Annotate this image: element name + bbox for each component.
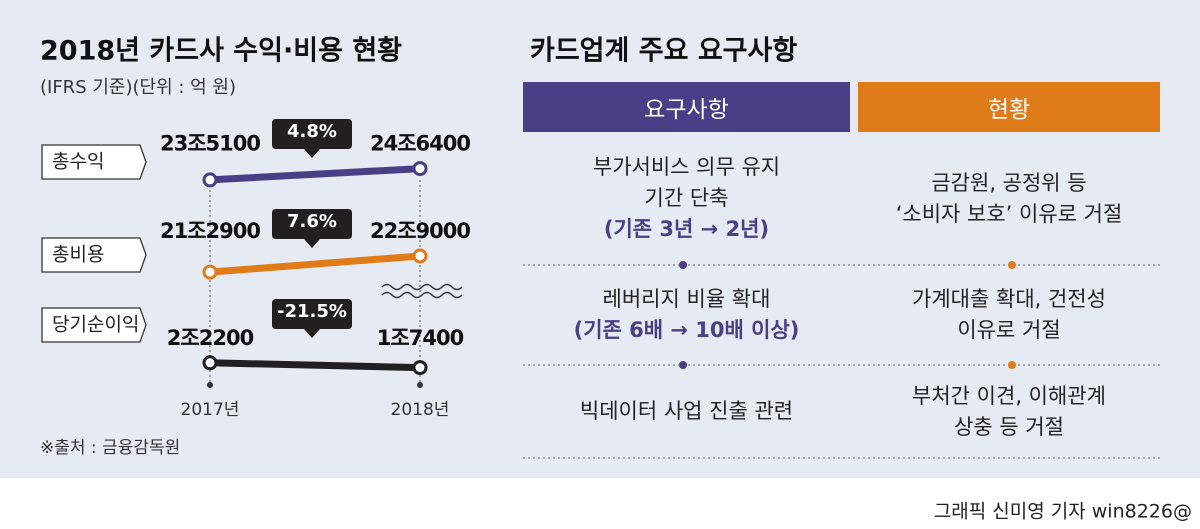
- point: [202, 172, 218, 188]
- value-label: 21조2900: [160, 219, 260, 243]
- cell-line: ‘소비자 보호’ 이유로 거절: [895, 201, 1123, 226]
- value-label: 2조2200: [167, 326, 254, 350]
- divider-dot: [679, 261, 687, 269]
- series-line: [209, 359, 421, 372]
- credit: 그래픽 신미영 기자 win8226@: [934, 501, 1192, 523]
- table-header: 요구사항: [523, 82, 850, 132]
- cell-note: (기존 3년 → 2년): [603, 217, 770, 241]
- source: ※출처 : 금융감독원: [40, 438, 180, 458]
- point: [412, 248, 428, 264]
- value-label: 24조6400: [370, 132, 470, 156]
- cell-line: 기간 단축: [644, 186, 729, 210]
- background: [0, 0, 1200, 478]
- chart-title: 2018년 카드사 수익·비용 현황: [40, 36, 402, 67]
- legend-box: [41, 237, 147, 273]
- legend-label: 당기순이익: [52, 314, 139, 336]
- cell-line: 상충 등 거절: [954, 414, 1064, 439]
- point: [202, 264, 218, 280]
- table-cell: 금감원, 공정위 등 ‘소비자 보호’ 이유로 거절: [858, 132, 1160, 265]
- value-label: 1조7400: [377, 326, 464, 350]
- legend-box: [41, 144, 147, 180]
- cell-line: 금감원, 공정위 등: [931, 170, 1087, 195]
- legend-label: 총비용: [52, 244, 104, 266]
- cell-line: 부가서비스 의무 유지: [592, 155, 781, 179]
- cell-line: 가계대출 확대, 건전성: [912, 287, 1106, 311]
- table-cell: 빅데이터 사업 진출 관련: [523, 365, 850, 458]
- value-label: 22조9000: [370, 219, 470, 243]
- change-bubble: [272, 209, 352, 248]
- divider-dot: [1008, 361, 1016, 369]
- point: [412, 360, 428, 376]
- x-tick: [417, 382, 423, 388]
- axis-break: [381, 283, 463, 299]
- legend-box: [41, 307, 147, 343]
- series-line: [209, 165, 421, 184]
- divider-dot: [1008, 261, 1016, 269]
- change-label: 4.8%: [287, 121, 337, 142]
- change-label: 7.6%: [287, 211, 337, 232]
- table-header: 현황: [858, 82, 1160, 132]
- chart-subtitle: (IFRS 기준)(단위 : 억 원): [40, 77, 236, 98]
- change-bubble: [272, 119, 352, 158]
- x-tick-label: 2018년: [391, 400, 450, 420]
- value-label: 23조5100: [160, 132, 260, 156]
- cell-line: 빅데이터 사업 진출 관련: [579, 399, 794, 423]
- change-bubble: [272, 299, 352, 338]
- cell-note: (기존 6배 → 10배 이상): [573, 318, 800, 342]
- point: [202, 355, 218, 371]
- cell-line: 레버리지 비율 확대: [602, 287, 771, 311]
- cell-line: 부처간 이견, 이해관계: [912, 383, 1106, 408]
- change-label: -21.5%: [277, 301, 347, 322]
- x-tick-label: 2017년: [181, 400, 240, 420]
- divider-dot: [679, 361, 687, 369]
- legend-label: 총수익: [52, 151, 104, 173]
- table-title: 카드업계 주요 요구사항: [530, 36, 797, 67]
- series-line: [209, 252, 421, 276]
- point: [412, 161, 428, 177]
- x-tick: [207, 382, 213, 388]
- table-cell: 레버리지 비율 확대 (기존 6배 → 10배 이상): [523, 265, 850, 365]
- cell-line: 이유로 거절: [957, 318, 1061, 342]
